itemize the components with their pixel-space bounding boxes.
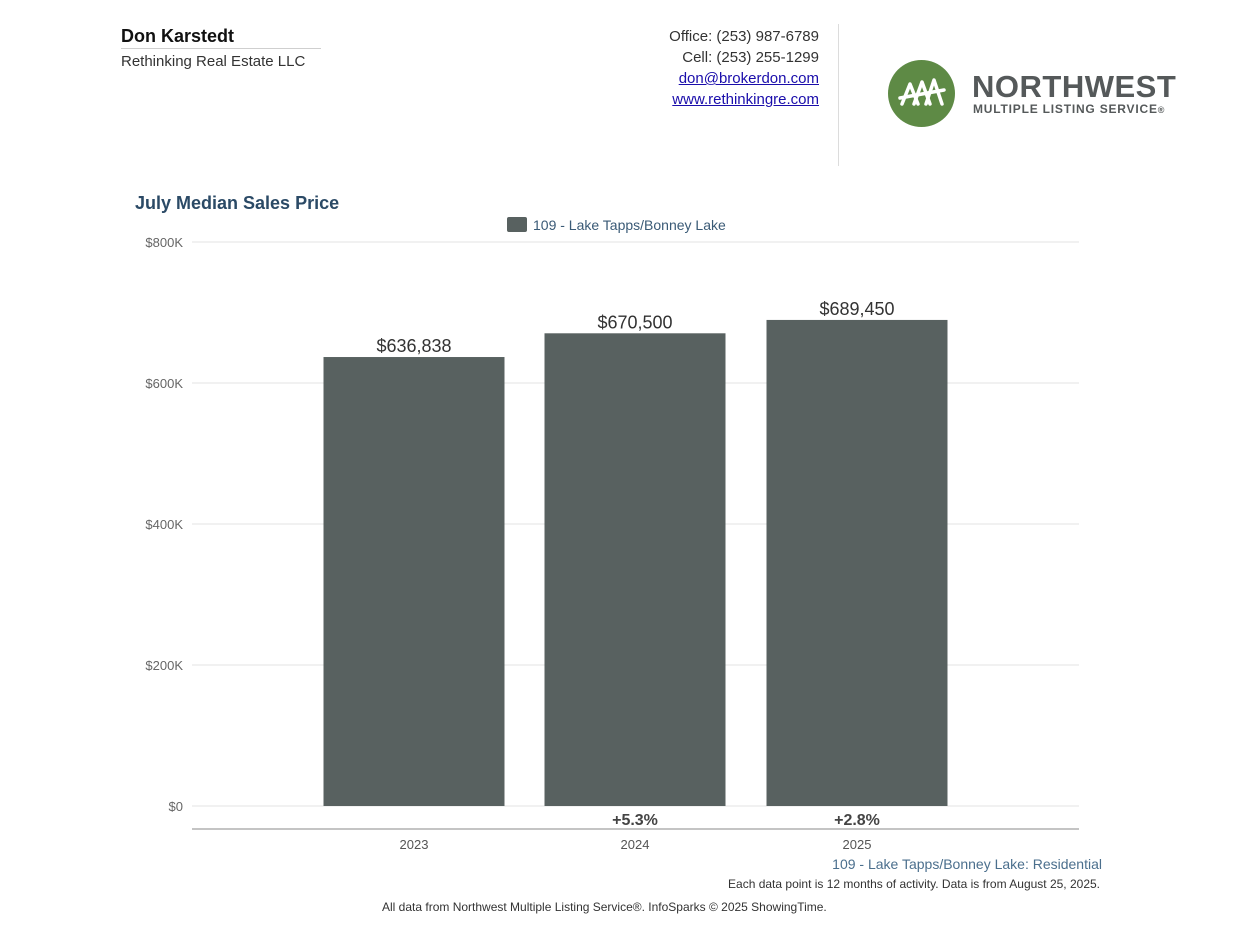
legend-swatch xyxy=(507,217,527,232)
legend-label: 109 - Lake Tapps/Bonney Lake xyxy=(533,217,726,233)
area-label: 109 - Lake Tapps/Bonney Lake: Residentia… xyxy=(832,856,1102,872)
agent-name: Don Karstedt xyxy=(121,26,235,46)
x-tick-label: 2023 xyxy=(400,837,429,852)
logo-registered-mark: ® xyxy=(1157,105,1166,115)
logo-circle xyxy=(888,60,955,127)
y-tick-label: $800K xyxy=(145,235,183,250)
y-axis-labels: $0 $200K $400K $600K $800K xyxy=(145,235,183,814)
change-label: +5.3% xyxy=(612,812,658,829)
agent-company: Rethinking Real Estate LLC xyxy=(121,53,306,70)
bar-2024 xyxy=(544,333,726,806)
y-tick-label: $0 xyxy=(169,799,183,814)
data-note: Each data point is 12 months of activity… xyxy=(728,877,1100,891)
value-label: $670,500 xyxy=(597,312,672,332)
source-note: All data from Northwest Multiple Listing… xyxy=(382,900,827,914)
office-phone: Office: (253) 987-6789 xyxy=(669,28,819,45)
bar-2023 xyxy=(323,357,505,806)
y-tick-label: $400K xyxy=(145,517,183,532)
trees-icon xyxy=(898,78,946,106)
value-label: $689,450 xyxy=(819,299,894,319)
cell-phone: Cell: (253) 255-1299 xyxy=(682,49,819,66)
bar-2025 xyxy=(766,319,948,806)
x-tick-label: 2024 xyxy=(621,837,650,852)
nwmls-logo: NORTHWEST MULTIPLE LISTING SERVICE® xyxy=(888,60,1188,130)
logo-wordmark: NORTHWEST xyxy=(972,69,1177,104)
value-labels: $636,838 $670,500 $689,450 xyxy=(376,299,894,356)
logo-subtitle: MULTIPLE LISTING SERVICE® xyxy=(973,102,1165,116)
value-label: $636,838 xyxy=(376,336,451,356)
header-divider xyxy=(838,24,839,166)
chart-legend: 109 - Lake Tapps/Bonney Lake xyxy=(507,217,726,233)
x-tick-label: 2025 xyxy=(843,837,872,852)
x-axis-labels: 2023 2024 2025 xyxy=(400,837,872,852)
agent-divider xyxy=(121,48,321,49)
website-link[interactable]: www.rethinkingre.com xyxy=(672,91,819,108)
email-link[interactable]: don@brokerdon.com xyxy=(678,70,819,87)
change-labels: +5.3% +2.8% xyxy=(612,812,880,829)
contact-block: Office: (253) 987-6789 Cell: (253) 255-1… xyxy=(669,26,819,110)
y-tick-label: $600K xyxy=(145,376,183,391)
bars xyxy=(323,319,948,806)
y-tick-label: $200K xyxy=(145,658,183,673)
change-label: +2.8% xyxy=(834,812,880,829)
chart-title: July Median Sales Price xyxy=(135,193,339,213)
logo-subtitle-text: MULTIPLE LISTING SERVICE xyxy=(973,102,1158,116)
